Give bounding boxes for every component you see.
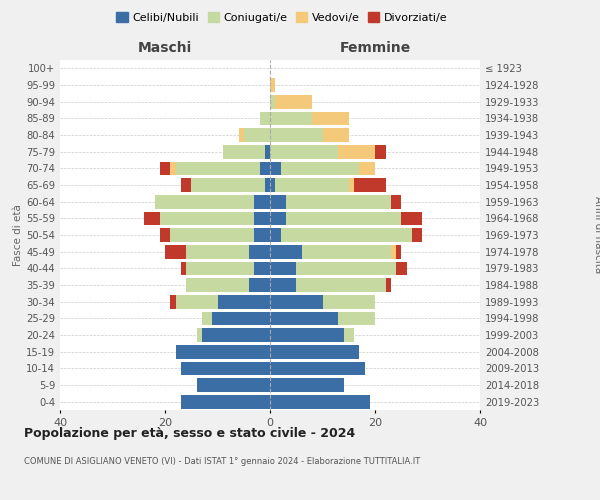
Bar bbox=[359, 162, 375, 175]
Bar bbox=[202, 312, 212, 325]
Bar bbox=[375, 145, 386, 158]
Bar bbox=[186, 262, 254, 275]
Bar bbox=[239, 128, 244, 142]
Bar bbox=[270, 178, 275, 192]
Bar bbox=[270, 245, 302, 258]
Bar bbox=[296, 278, 386, 292]
Bar bbox=[181, 395, 270, 408]
Bar bbox=[270, 145, 338, 158]
Bar bbox=[270, 328, 343, 342]
Bar bbox=[218, 295, 270, 308]
Bar bbox=[270, 128, 323, 142]
Bar bbox=[270, 212, 286, 225]
Bar bbox=[270, 95, 275, 108]
Text: COMUNE DI ASIGLIANO VENETO (VI) - Dati ISTAT 1° gennaio 2024 - Elaborazione TUTT: COMUNE DI ASIGLIANO VENETO (VI) - Dati I… bbox=[24, 458, 420, 466]
Bar bbox=[181, 362, 270, 375]
Bar bbox=[212, 312, 270, 325]
Bar bbox=[302, 245, 391, 258]
Bar bbox=[197, 378, 270, 392]
Bar bbox=[281, 228, 412, 242]
Bar bbox=[181, 262, 186, 275]
Bar bbox=[260, 162, 270, 175]
Bar bbox=[270, 195, 286, 208]
Bar bbox=[386, 278, 391, 292]
Bar bbox=[176, 345, 270, 358]
Bar bbox=[286, 212, 401, 225]
Bar bbox=[254, 228, 270, 242]
Bar bbox=[155, 195, 254, 208]
Bar bbox=[160, 162, 170, 175]
Bar bbox=[391, 195, 401, 208]
Bar bbox=[176, 162, 260, 175]
Bar bbox=[270, 228, 281, 242]
Bar bbox=[270, 395, 370, 408]
Bar bbox=[296, 262, 396, 275]
Bar bbox=[270, 162, 281, 175]
Bar bbox=[254, 195, 270, 208]
Bar bbox=[254, 212, 270, 225]
Bar bbox=[338, 312, 375, 325]
Bar bbox=[275, 95, 312, 108]
Bar bbox=[281, 162, 359, 175]
Bar bbox=[391, 245, 396, 258]
Text: Maschi: Maschi bbox=[138, 41, 192, 55]
Bar bbox=[223, 145, 265, 158]
Bar bbox=[343, 328, 354, 342]
Bar bbox=[170, 228, 254, 242]
Bar bbox=[270, 362, 365, 375]
Bar bbox=[412, 228, 422, 242]
Bar bbox=[270, 278, 296, 292]
Y-axis label: Fasce di età: Fasce di età bbox=[13, 204, 23, 266]
Bar bbox=[176, 295, 218, 308]
Bar bbox=[323, 128, 349, 142]
Bar bbox=[338, 145, 375, 158]
Bar bbox=[401, 212, 422, 225]
Bar bbox=[249, 245, 270, 258]
Bar bbox=[270, 345, 359, 358]
Bar bbox=[286, 195, 391, 208]
Bar bbox=[270, 295, 323, 308]
Bar bbox=[170, 295, 176, 308]
Bar bbox=[244, 128, 270, 142]
Bar bbox=[254, 262, 270, 275]
Bar bbox=[191, 178, 265, 192]
Bar bbox=[144, 212, 160, 225]
Bar bbox=[265, 145, 270, 158]
Text: Popolazione per età, sesso e stato civile - 2024: Popolazione per età, sesso e stato civil… bbox=[24, 428, 355, 440]
Bar bbox=[249, 278, 270, 292]
Bar bbox=[270, 112, 312, 125]
Bar bbox=[270, 262, 296, 275]
Bar bbox=[354, 178, 386, 192]
Bar bbox=[312, 112, 349, 125]
Bar bbox=[323, 295, 375, 308]
Bar bbox=[186, 245, 249, 258]
Bar bbox=[160, 212, 254, 225]
Bar bbox=[160, 228, 170, 242]
Bar bbox=[349, 178, 354, 192]
Bar bbox=[186, 278, 249, 292]
Bar bbox=[270, 78, 275, 92]
Bar bbox=[265, 178, 270, 192]
Bar bbox=[165, 245, 186, 258]
Bar bbox=[270, 312, 338, 325]
Bar bbox=[202, 328, 270, 342]
Text: Femmine: Femmine bbox=[340, 41, 410, 55]
Bar bbox=[396, 245, 401, 258]
Bar bbox=[260, 112, 270, 125]
Y-axis label: Anni di nascita: Anni di nascita bbox=[593, 196, 600, 274]
Legend: Celibi/Nubili, Coniugati/e, Vedovi/e, Divorziati/e: Celibi/Nubili, Coniugati/e, Vedovi/e, Di… bbox=[112, 8, 452, 28]
Bar bbox=[275, 178, 349, 192]
Bar bbox=[396, 262, 407, 275]
Bar bbox=[270, 378, 343, 392]
Bar bbox=[181, 178, 191, 192]
Bar bbox=[170, 162, 176, 175]
Bar bbox=[197, 328, 202, 342]
